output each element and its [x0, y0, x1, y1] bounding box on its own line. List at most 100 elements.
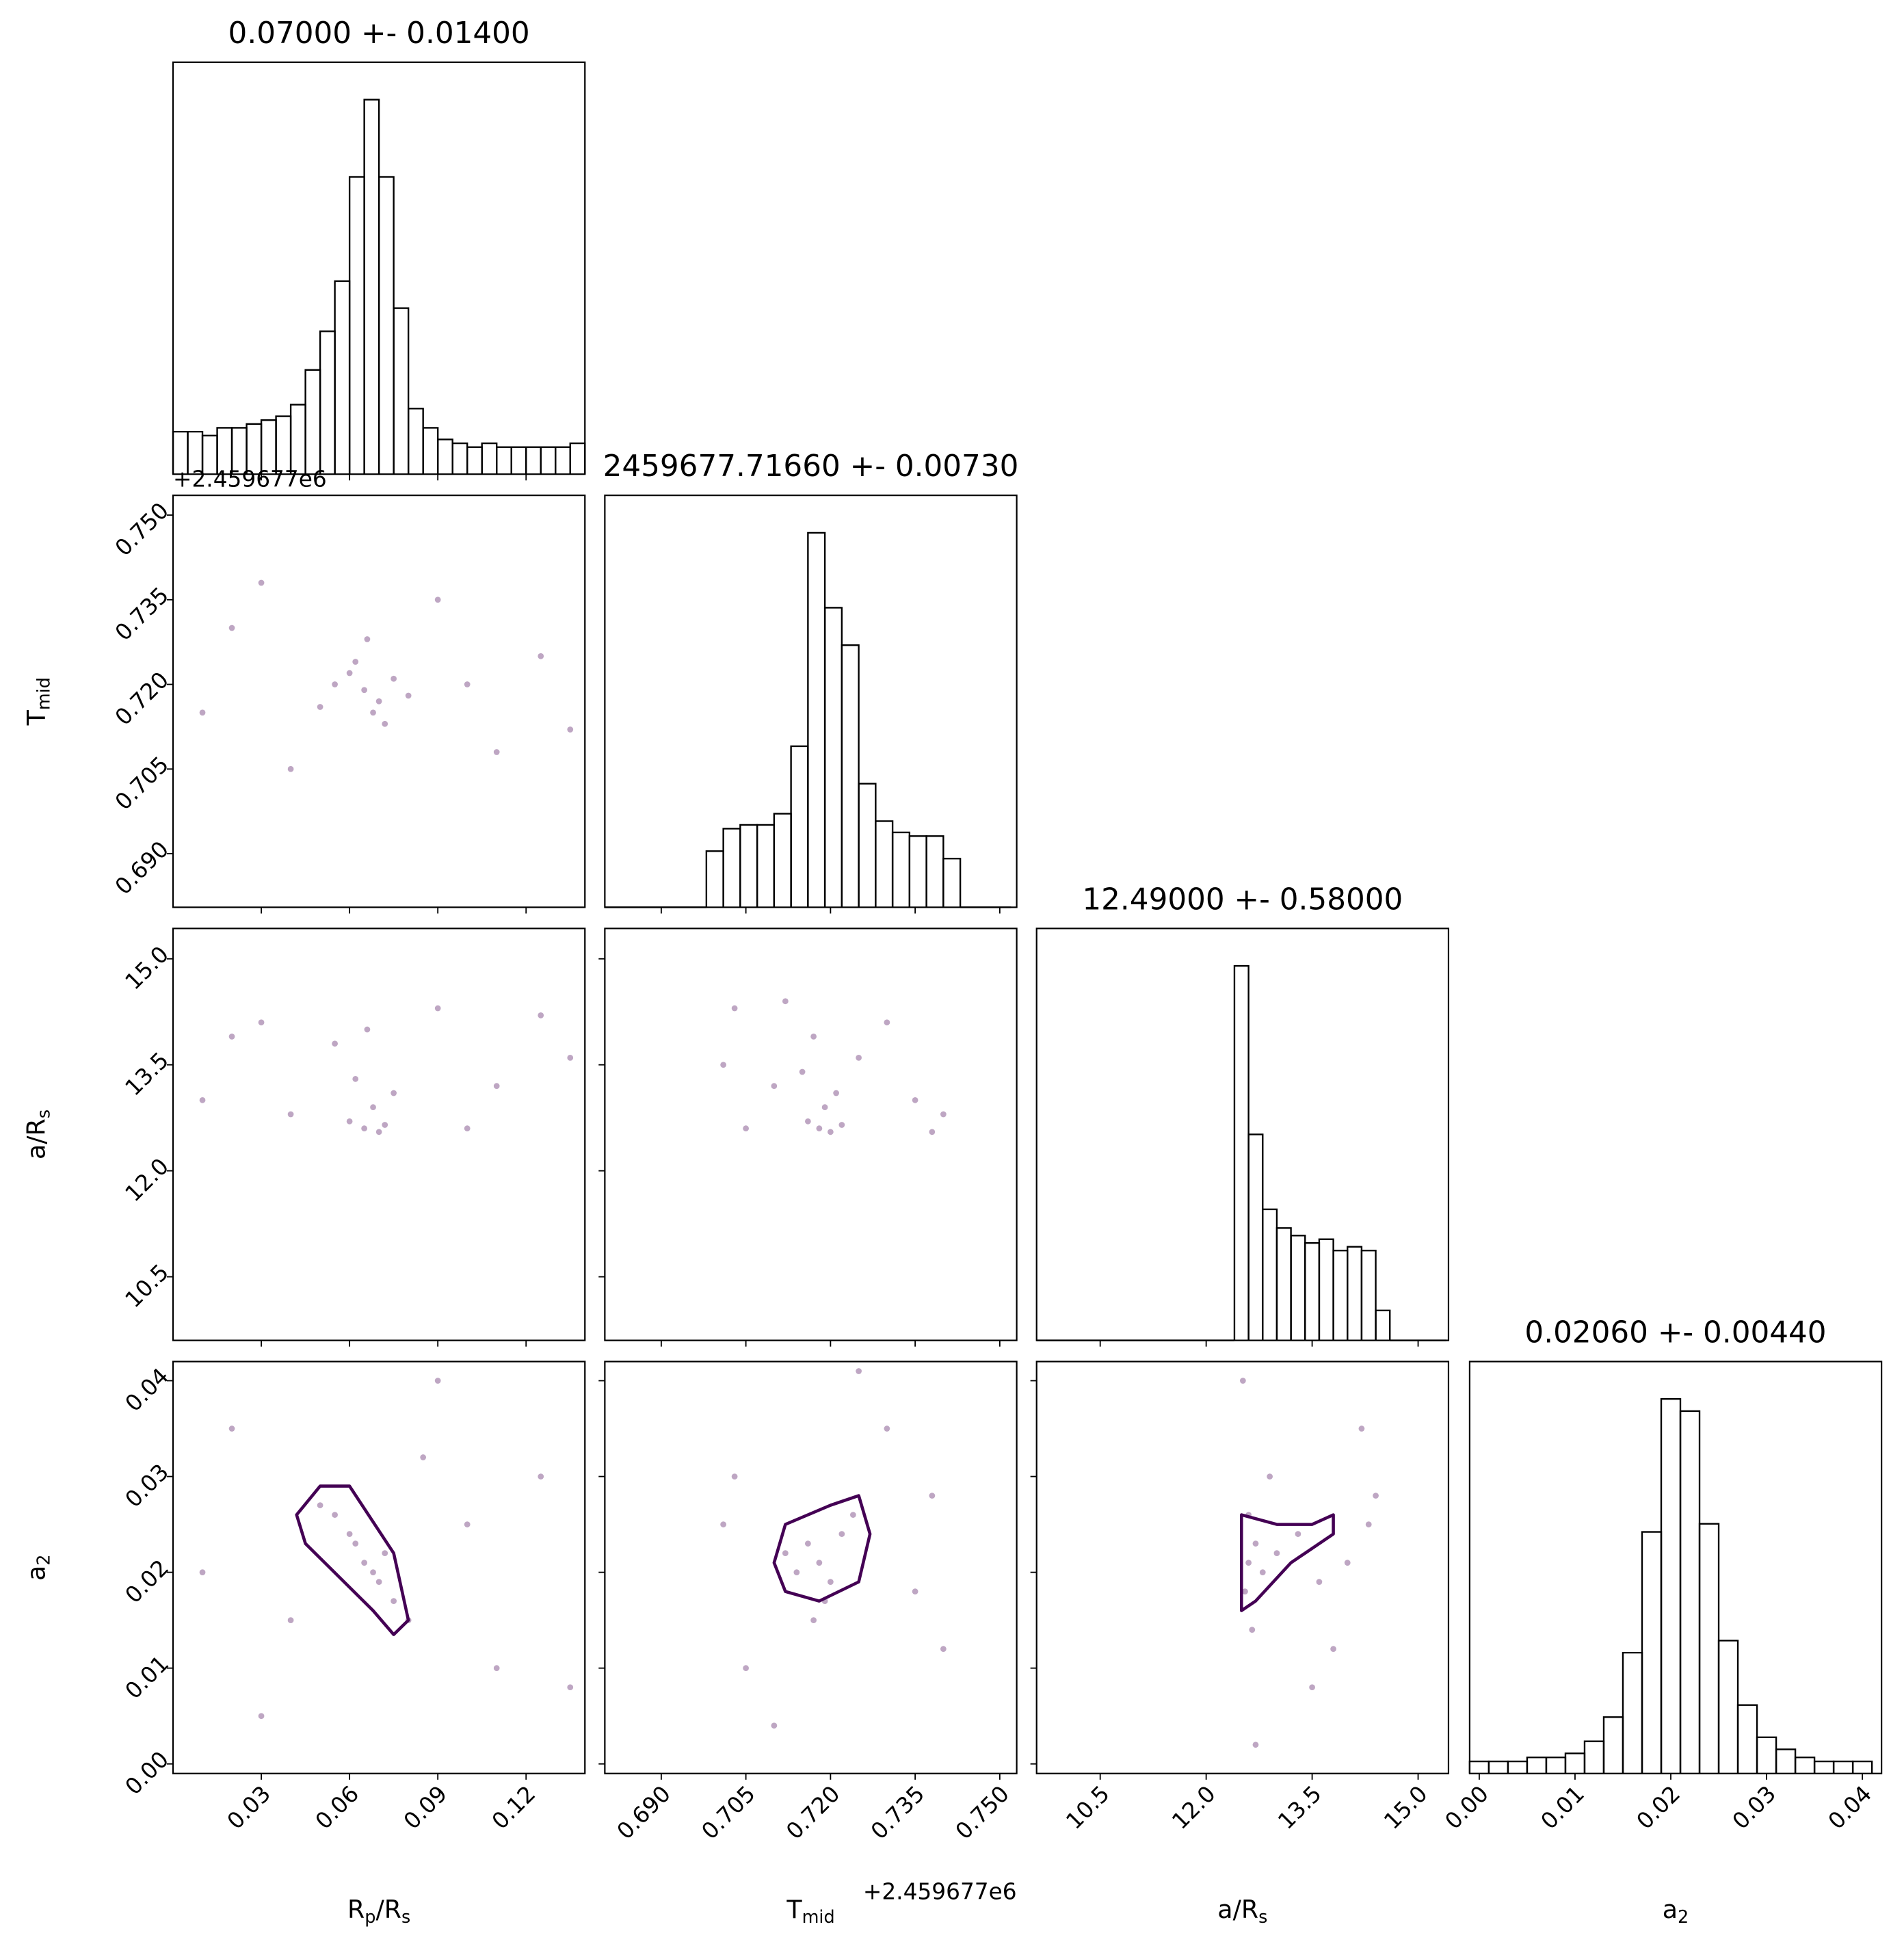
scatter-point: [1252, 1742, 1259, 1748]
axis-label: a2: [22, 1554, 55, 1581]
panel-frame: [1035, 928, 1450, 1341]
scatter-point: [1249, 1627, 1256, 1633]
panel-frame: [172, 61, 586, 475]
scatter-point: [199, 709, 206, 716]
scatter-point: [771, 1083, 778, 1090]
scatter-point: [199, 1569, 206, 1575]
scatter-point: [391, 675, 397, 682]
scatter-point: [1245, 1560, 1252, 1566]
scatter-point: [856, 1368, 862, 1374]
scatter-point: [782, 1550, 789, 1556]
hist-step: [841, 644, 860, 908]
scatter-point: [332, 681, 338, 687]
axis-label: a2: [1663, 1895, 1689, 1928]
histogram: [1468, 1398, 1873, 1774]
scatter-point: [1242, 1588, 1248, 1594]
hist-step: [393, 307, 410, 475]
scatter-point: [317, 704, 323, 710]
scatter-point: [434, 1378, 441, 1384]
scatter-point: [720, 1521, 726, 1527]
scatter-points: [720, 1368, 947, 1729]
scatter-point: [538, 1012, 544, 1019]
scatter-point: [364, 1026, 371, 1033]
scatter-point: [816, 1560, 823, 1566]
scatter-point: [731, 1473, 738, 1480]
label-subscript: s: [401, 1907, 410, 1928]
scatter-point: [838, 1122, 845, 1128]
scatter-point: [287, 1111, 294, 1118]
scatter-point: [391, 1598, 397, 1604]
scatter-point: [731, 1005, 738, 1012]
scatter-point: [1295, 1531, 1301, 1537]
scatter-point: [370, 709, 376, 716]
scatter-point: [827, 1129, 834, 1135]
scatter-point: [940, 1111, 947, 1118]
scatter-point: [391, 1090, 397, 1096]
label-subscript: s: [1258, 1907, 1267, 1928]
scatter-point: [361, 1560, 367, 1566]
scatter-point: [370, 1104, 376, 1111]
label-text: a/R: [22, 1118, 51, 1159]
scatter-point: [567, 1684, 574, 1691]
scatter-point: [332, 1512, 338, 1518]
scatter-points: [199, 579, 574, 772]
scatter-point: [464, 1125, 471, 1132]
scatter-point: [464, 681, 471, 687]
label-subscript: p: [365, 1907, 375, 1928]
scatter-point: [810, 1034, 817, 1040]
panel-title: 12.49000 +- 0.58000: [1082, 882, 1403, 917]
panel-frame: [172, 1361, 586, 1774]
axis-label: Tmid: [786, 1895, 834, 1928]
label-subscript: s: [34, 1109, 55, 1118]
panel-frame: [1468, 1361, 1883, 1774]
scatter-points: [1239, 1378, 1379, 1748]
scatter-point: [346, 1531, 353, 1537]
scatter-point: [567, 1054, 574, 1061]
scatter-point: [816, 1125, 823, 1132]
label-subscript: mid: [802, 1907, 835, 1928]
scatter-point: [1330, 1646, 1336, 1653]
scatter-point: [258, 579, 265, 586]
axis-label: Rp/Rs: [347, 1895, 410, 1928]
panel-title: 0.02060 +- 0.00440: [1524, 1315, 1826, 1350]
scatter-point: [799, 1068, 806, 1075]
scatter-point: [332, 1040, 338, 1047]
scatter-point: [912, 1096, 918, 1103]
scatter-point: [884, 1019, 890, 1026]
contour: [295, 1484, 410, 1636]
scatter-point: [375, 1579, 382, 1585]
hist-step: [1360, 1249, 1377, 1341]
panel-title: 0.07000 +- 0.01400: [228, 16, 530, 51]
y-offset: +2.459677e6: [173, 466, 327, 492]
hist-step: [1375, 1309, 1391, 1341]
label-text: R: [347, 1895, 365, 1924]
histogram: [172, 98, 586, 475]
axis-label: a/Rs: [1217, 1895, 1267, 1928]
scatter-point: [1316, 1579, 1323, 1585]
label-text: T: [786, 1895, 802, 1924]
scatter-points: [720, 998, 947, 1135]
panel-frame: [172, 928, 586, 1341]
scatter-point: [346, 670, 353, 677]
scatter-point: [1373, 1493, 1379, 1499]
scatter-point: [287, 1617, 294, 1624]
label-text: T: [22, 709, 51, 726]
scatter-point: [804, 1118, 811, 1125]
scatter-point: [375, 1129, 382, 1135]
scatter-point: [1358, 1426, 1365, 1432]
scatter-point: [720, 1062, 726, 1068]
scatter-point: [567, 726, 574, 733]
scatter-point: [464, 1521, 471, 1527]
scatter-point: [1365, 1521, 1372, 1527]
scatter-point: [287, 765, 294, 772]
scatter-points: [199, 1005, 574, 1135]
scatter-point: [405, 692, 412, 699]
scatter-point: [352, 1075, 359, 1082]
scatter-point: [420, 1454, 427, 1460]
scatter-point: [434, 1005, 441, 1012]
scatter-point: [228, 625, 235, 631]
scatter-point: [364, 636, 371, 642]
scatter-point: [838, 1531, 845, 1537]
scatter-point: [1267, 1473, 1273, 1480]
